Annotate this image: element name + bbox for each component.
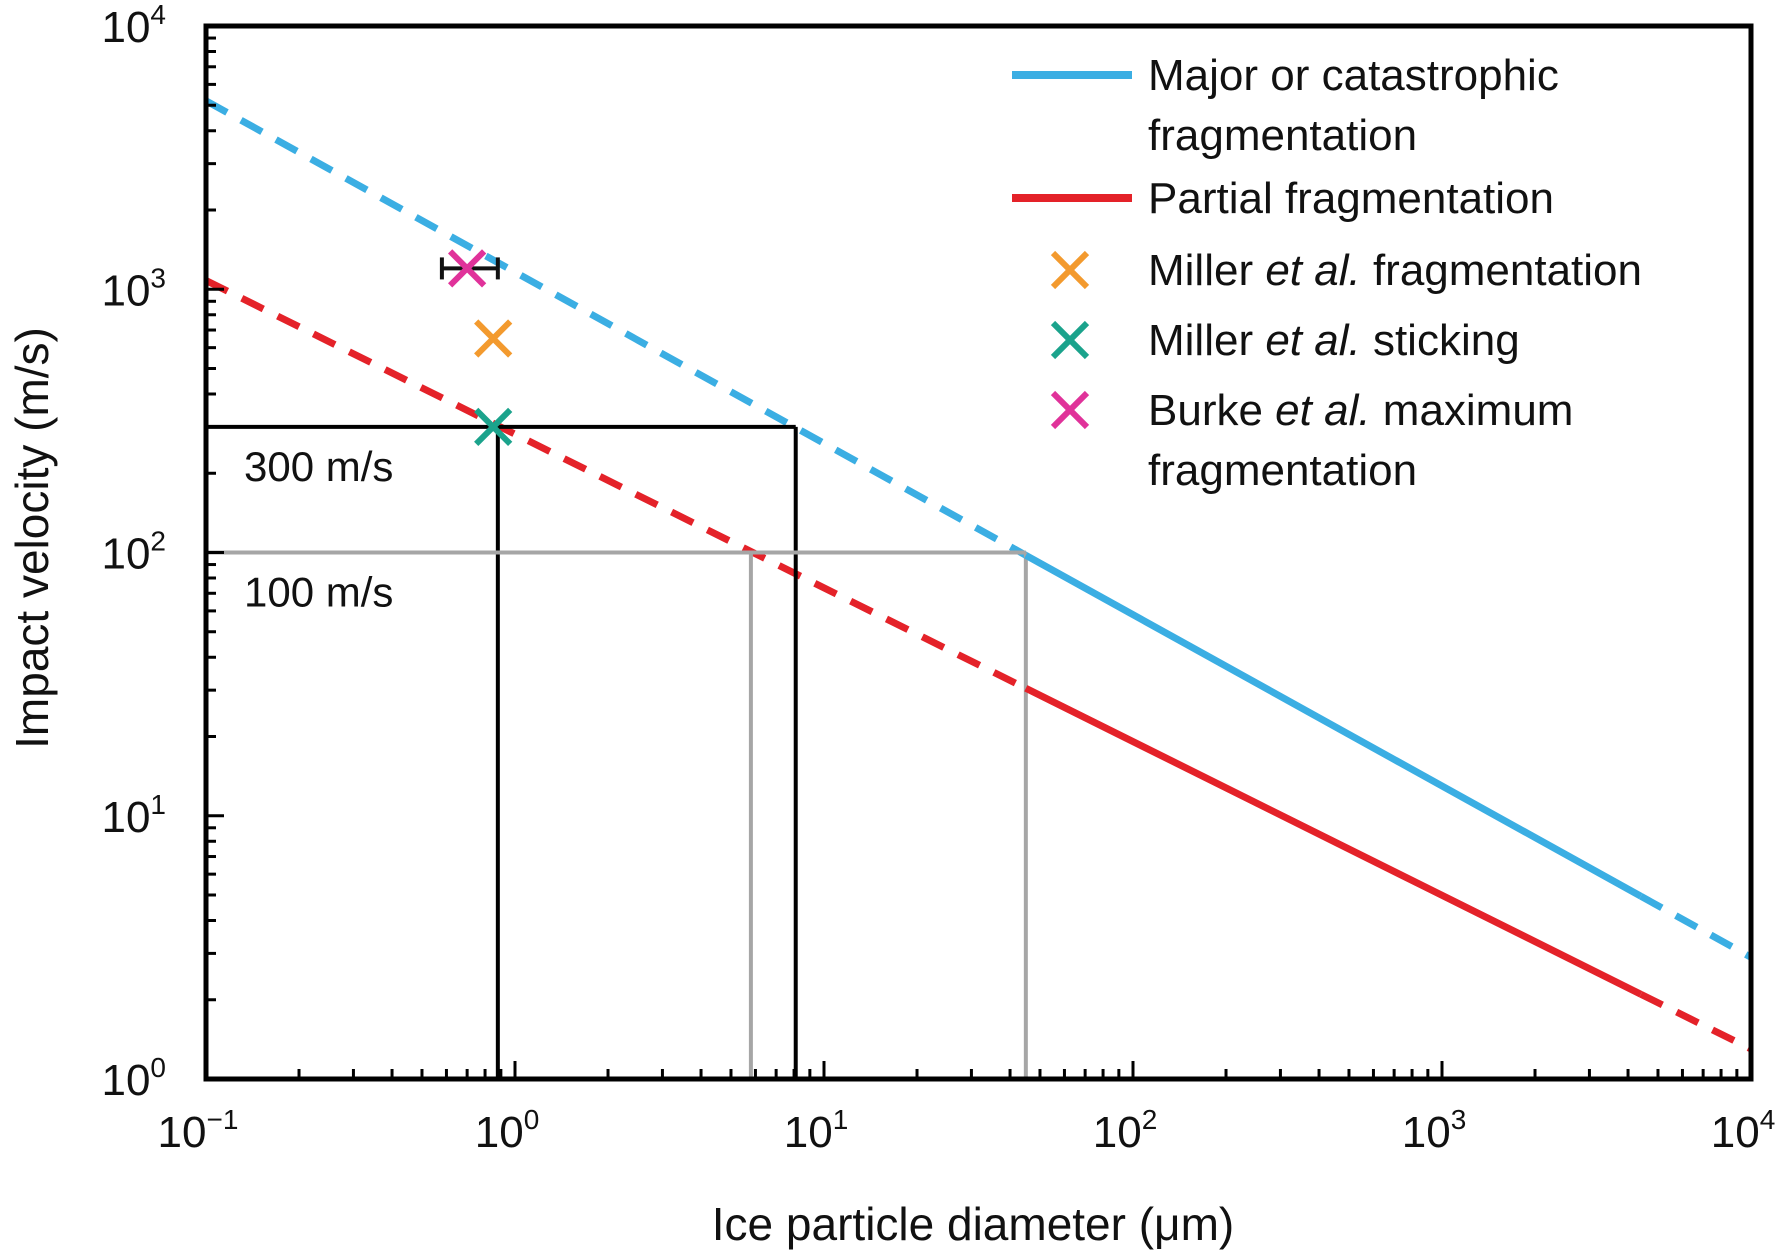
legend-label-part: fragmentation (1361, 246, 1642, 295)
x-tick-label-0: 10−1 (158, 1104, 239, 1157)
y-tick-label-exp: 1 (150, 789, 166, 820)
legend-label-0-line-1: fragmentation (1148, 111, 1417, 160)
x-tick-label-exp: 3 (1451, 1104, 1467, 1135)
y-tick-label-0: 100 (101, 1052, 166, 1105)
y-tick-label-exp: 3 (150, 262, 166, 293)
marker-3-0 (474, 407, 513, 447)
annotation-labels: 300 m/s 100 m/s (244, 443, 393, 616)
legend-label-0-line-0: Major or catastrophic (1148, 51, 1559, 100)
annotation-label-1: 100 m/s (244, 569, 393, 616)
x-tick-label-5: 104 (1711, 1104, 1776, 1157)
marker-4-0 (448, 249, 487, 288)
legend-marker-3 (1050, 320, 1090, 360)
x-tick-label-exp: 4 (1760, 1104, 1776, 1135)
x-tick-label-2: 101 (784, 1104, 849, 1157)
marker-3-0-stroke-b (474, 407, 513, 447)
marker-4-0-stroke-b (448, 249, 487, 288)
legend-label-2: Miller et al. fragmentation (1148, 246, 1642, 295)
series-1-dashed-left (204, 277, 1028, 692)
y-tick-label-base: 10 (101, 3, 150, 52)
y-tick-label-base: 10 (101, 793, 150, 842)
x-tick-label-exp: 1 (833, 1104, 849, 1135)
legend-marker-3-stroke-b (1050, 320, 1090, 360)
series-0-dashed-right (1639, 893, 1753, 961)
legend-marker-2 (1050, 250, 1090, 290)
marker-2-0 (474, 319, 513, 358)
y-tick-label-4: 104 (101, 0, 166, 52)
legend-label-4-line-1: fragmentation (1148, 446, 1417, 495)
x-tick-label-base: 10 (158, 1108, 207, 1157)
y-tick-label-base: 10 (101, 1056, 150, 1105)
legend-label-1-line-0: Partial fragmentation (1148, 174, 1554, 223)
marker-2-0-stroke-b (474, 319, 513, 358)
legend-label-part: Miller (1148, 316, 1265, 365)
y-tick-label-exp: 0 (150, 1052, 166, 1083)
guide-lines (206, 424, 1028, 1079)
y-tick-label-2: 102 (101, 526, 166, 579)
y-tick-label-1: 101 (101, 789, 166, 842)
legend-label-part: maximum (1371, 386, 1574, 435)
y-tick-label-exp: 4 (150, 0, 166, 30)
legend-label-part: et al. (1275, 386, 1370, 435)
y-tick-label-3: 103 (101, 262, 166, 315)
x-axis-title: Ice particle diameter (μm) (712, 1198, 1234, 1250)
legend-label-part: Burke (1148, 386, 1275, 435)
series-0-solid-line (1024, 552, 1643, 900)
axes (203, 23, 1754, 1082)
data-markers (439, 249, 513, 447)
legend-label-part: et al. (1265, 316, 1360, 365)
x-tick-label-exp: 0 (524, 1104, 540, 1135)
annotation-label-0: 300 m/s (244, 443, 393, 490)
legend: Major or catastrophic fragmentation Partia… (1012, 51, 1642, 495)
x-tick-label-base: 10 (1093, 1108, 1142, 1157)
x-tick-label-3: 102 (1093, 1104, 1158, 1157)
y-tick-label-base: 10 (101, 266, 150, 315)
x-tick-label-base: 10 (475, 1108, 524, 1157)
series-1-dashed-right (1639, 991, 1753, 1053)
legend-marker-4-stroke-b (1050, 390, 1090, 430)
y-tick-label-exp: 2 (150, 526, 166, 557)
x-tick-label-1: 100 (475, 1104, 540, 1157)
series-1-solid-line (1024, 685, 1643, 998)
x-tick-label-exp: 2 (1142, 1104, 1158, 1135)
solid-series-lines (1024, 552, 1643, 998)
x-tick-label-base: 10 (1711, 1108, 1760, 1157)
y-axis-title: Impact velocity (m/s) (6, 327, 58, 749)
y-tick-label-base: 10 (101, 530, 150, 579)
x-tick-label-exp: −1 (207, 1104, 239, 1135)
dashed-extrapolations (204, 97, 1753, 1053)
legend-label-part: Miller (1148, 246, 1265, 295)
series-0-dashed-left (204, 97, 1028, 559)
legend-label-part: et al. (1265, 246, 1360, 295)
legend-label-part: sticking (1361, 316, 1520, 365)
legend-marker-4 (1050, 390, 1090, 430)
legend-label-4: Burke et al. maximum (1148, 386, 1573, 435)
legend-label-3: Miller et al. sticking (1148, 316, 1520, 365)
legend-marker-2-stroke-b (1050, 250, 1090, 290)
x-tick-label-base: 10 (784, 1108, 833, 1157)
x-tick-label-4: 103 (1402, 1104, 1467, 1157)
x-tick-label-base: 10 (1402, 1108, 1451, 1157)
